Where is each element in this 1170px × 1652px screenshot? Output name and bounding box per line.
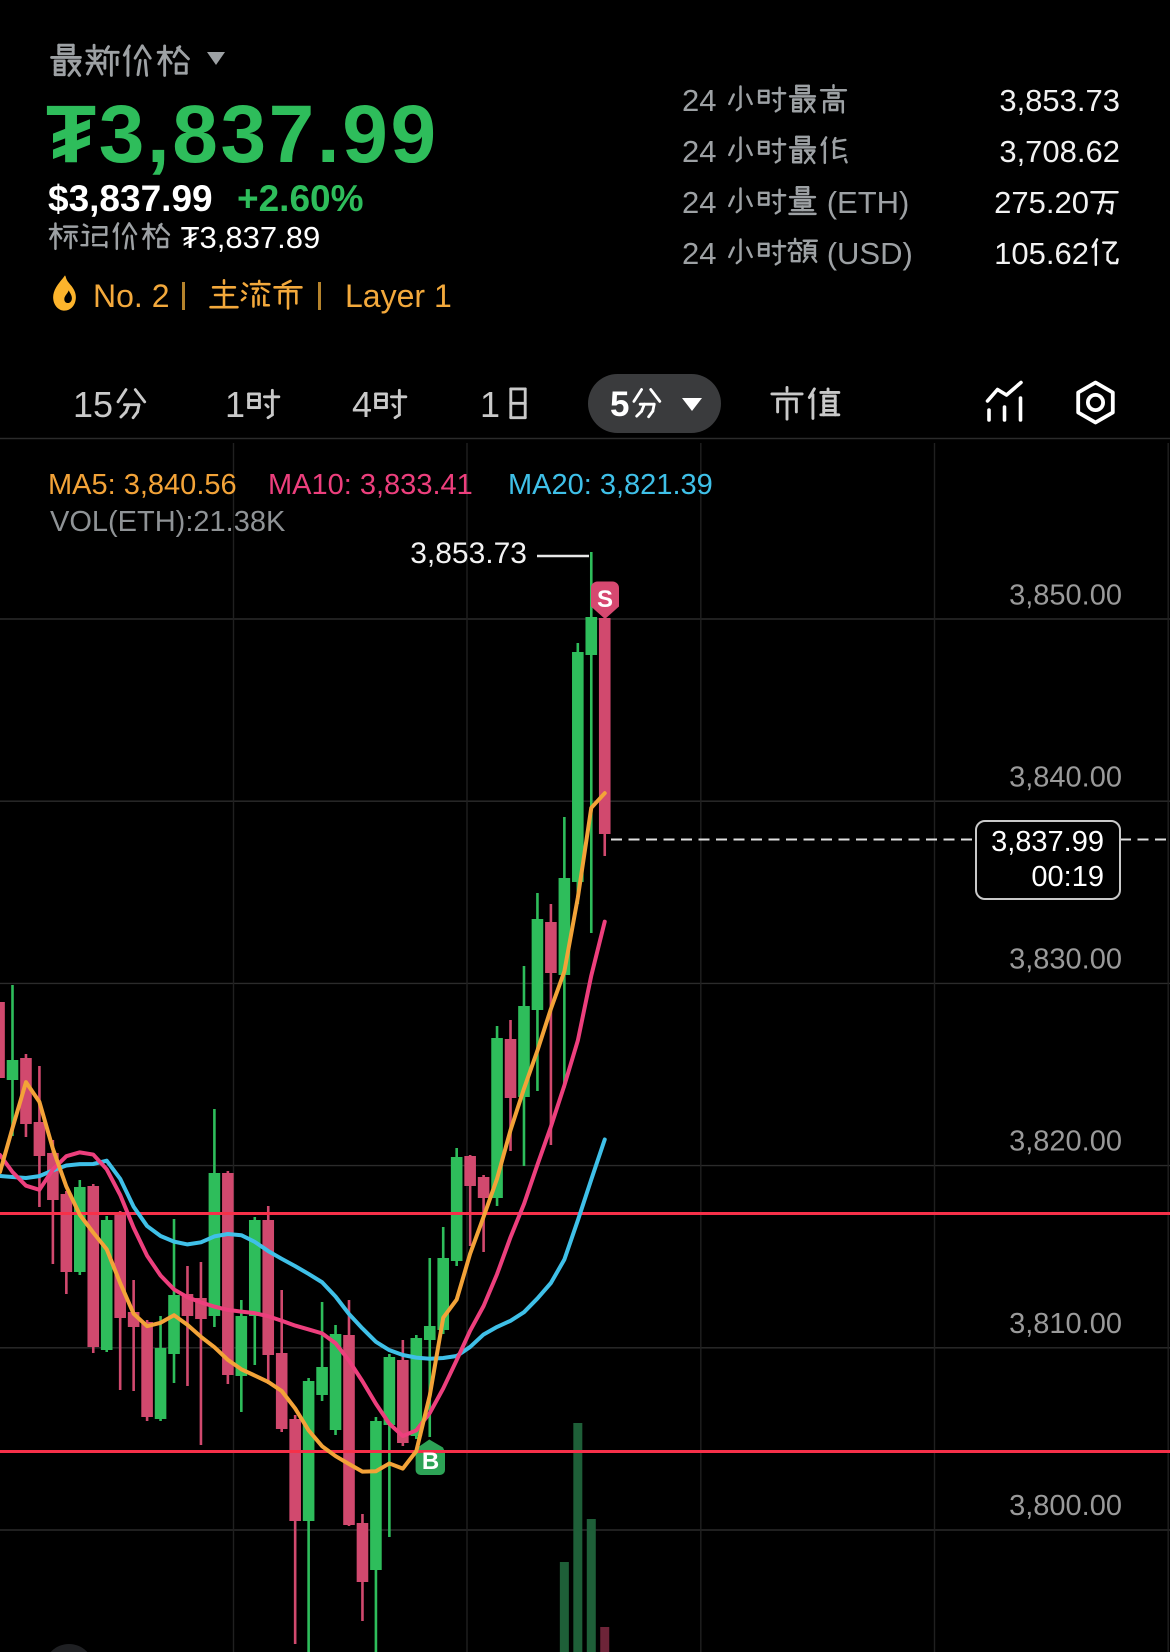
svg-text:3,853.73: 3,853.73: [410, 537, 527, 570]
svg-text:3,800.00: 3,800.00: [1009, 1490, 1122, 1522]
svg-text:3,840.00: 3,840.00: [1009, 762, 1122, 794]
svg-text:3,850.00: 3,850.00: [1009, 580, 1122, 612]
svg-text:B: B: [422, 1448, 439, 1475]
svg-text:3,830.00: 3,830.00: [1009, 944, 1122, 976]
svg-text:S: S: [597, 586, 613, 613]
svg-text:3,837.99: 3,837.99: [991, 826, 1104, 858]
svg-text:3,820.00: 3,820.00: [1009, 1126, 1122, 1158]
svg-text:00:19: 00:19: [1031, 861, 1104, 893]
svg-text:3,810.00: 3,810.00: [1009, 1308, 1122, 1340]
